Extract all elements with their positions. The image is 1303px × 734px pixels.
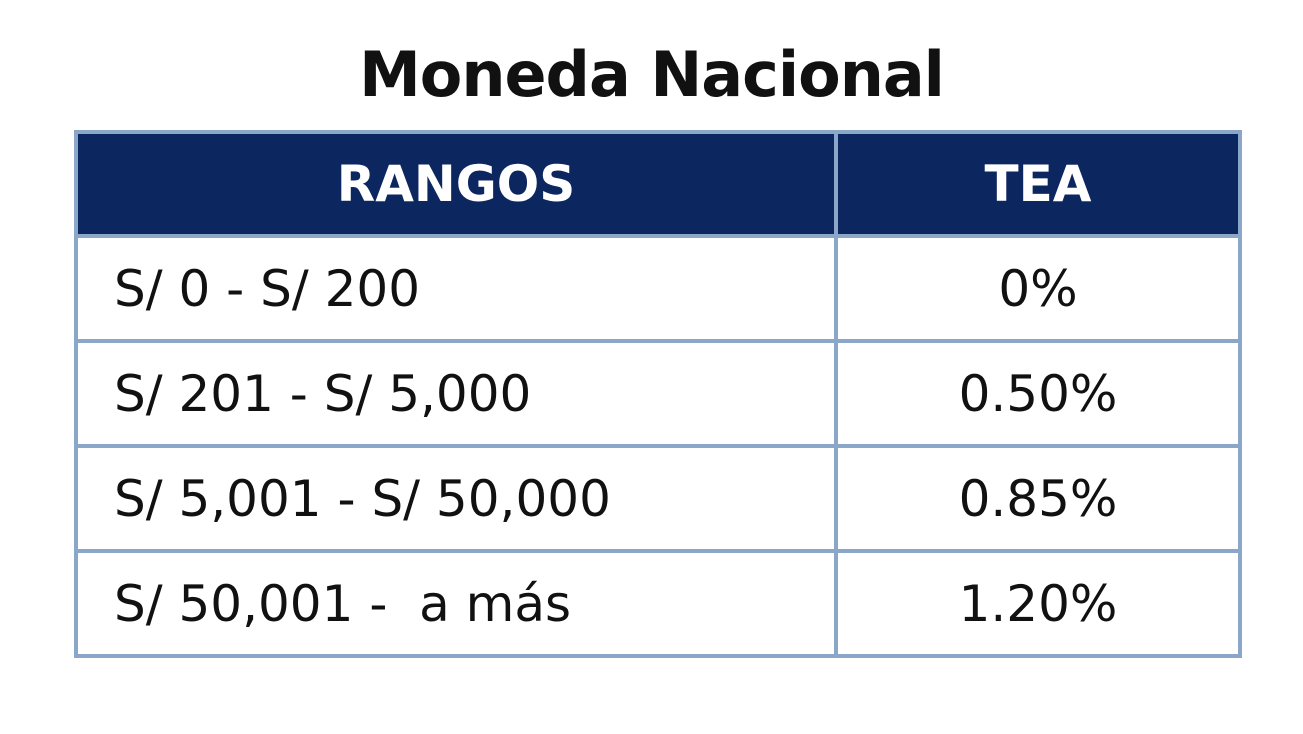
header-row: RANGOS TEA xyxy=(74,130,1242,238)
range-cell: S/ 201 - S/ 5,000 xyxy=(74,339,838,448)
table-row: S/ 5,001 - S/ 50,000 0.85% xyxy=(74,444,1242,553)
table-row: S/ 50,001 - a más 1.20% xyxy=(74,549,1242,658)
range-cell: S/ 50,001 - a más xyxy=(74,549,838,658)
rate-cell: 1.20% xyxy=(834,549,1242,658)
column-header: RANGOS xyxy=(74,130,838,238)
range-cell: S/ 5,001 - S/ 50,000 xyxy=(74,444,838,553)
rate-cell: 0% xyxy=(834,234,1242,343)
column-header: TEA xyxy=(834,130,1242,238)
title: Moneda Nacional xyxy=(359,38,945,111)
table-body: S/ 0 - S/ 200 0% S/ 201 - S/ 5,000 0.50% S/ … xyxy=(74,234,1242,658)
rate-cell: 0.85% xyxy=(834,444,1242,553)
table-row: S/ 201 - S/ 5,000 0.50% xyxy=(74,339,1242,448)
rates-table: RANGOS TEA S/ 0 - S/ 200 0% S/ 201 - S/ 5,… xyxy=(74,130,1242,658)
table-row: S/ 0 - S/ 200 0% xyxy=(74,234,1242,343)
rate-cell: 0.50% xyxy=(834,339,1242,448)
range-cell: S/ 0 - S/ 200 xyxy=(74,234,838,343)
